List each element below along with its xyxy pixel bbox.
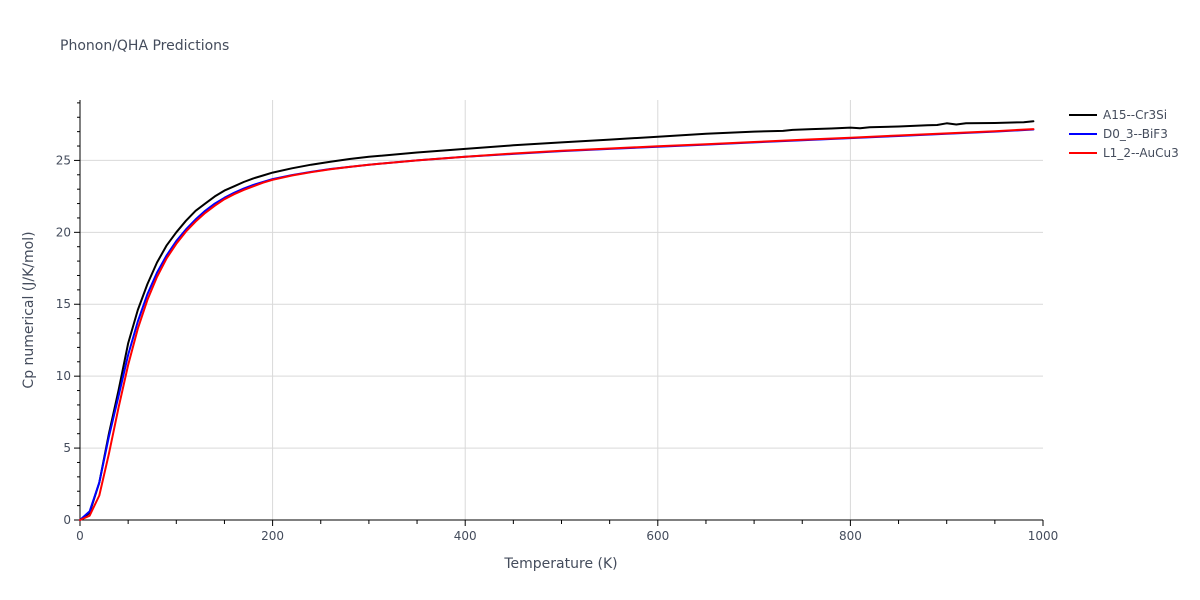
legend-item[interactable]: D0_3--BiF3 bbox=[1069, 127, 1168, 141]
y-tick-label: 20 bbox=[56, 225, 71, 239]
y-tick-label: 25 bbox=[56, 153, 71, 167]
y-tick-label: 15 bbox=[56, 297, 71, 311]
legend-item[interactable]: A15--Cr3Si bbox=[1069, 108, 1167, 122]
x-tick-label: 1000 bbox=[1028, 529, 1059, 543]
legend-label: L1_2--AuCu3 bbox=[1103, 146, 1179, 160]
legend-label: D0_3--BiF3 bbox=[1103, 127, 1168, 141]
y-tick-label: 0 bbox=[63, 513, 71, 527]
y-axis-label: Cp numerical (J/K/mol) bbox=[21, 231, 37, 388]
legend-label: A15--Cr3Si bbox=[1103, 108, 1167, 122]
x-tick-label: 200 bbox=[261, 529, 284, 543]
x-tick-label: 400 bbox=[454, 529, 477, 543]
plot-area bbox=[79, 120, 1035, 521]
y-tick-label: 10 bbox=[56, 369, 71, 383]
series-line-2 bbox=[79, 128, 1035, 521]
y-tick-label: 5 bbox=[63, 441, 71, 455]
legend[interactable]: A15--Cr3Si D0_3--BiF3 L1_2--AuCu3 bbox=[1069, 108, 1179, 160]
x-tick-label: 0 bbox=[76, 529, 84, 543]
x-tick-label: 800 bbox=[839, 529, 862, 543]
chart-title: Phonon/QHA Predictions bbox=[60, 38, 229, 54]
grid-layer bbox=[80, 100, 1043, 520]
x-tick-label: 600 bbox=[646, 529, 669, 543]
x-axis-label: Temperature (K) bbox=[503, 556, 617, 572]
series-line-1 bbox=[79, 120, 1035, 521]
axes: 0 200 400 600 800 1000 0 5 10 15 20 25 bbox=[56, 100, 1059, 543]
series-line-3 bbox=[79, 128, 1035, 521]
legend-item[interactable]: L1_2--AuCu3 bbox=[1069, 146, 1179, 160]
